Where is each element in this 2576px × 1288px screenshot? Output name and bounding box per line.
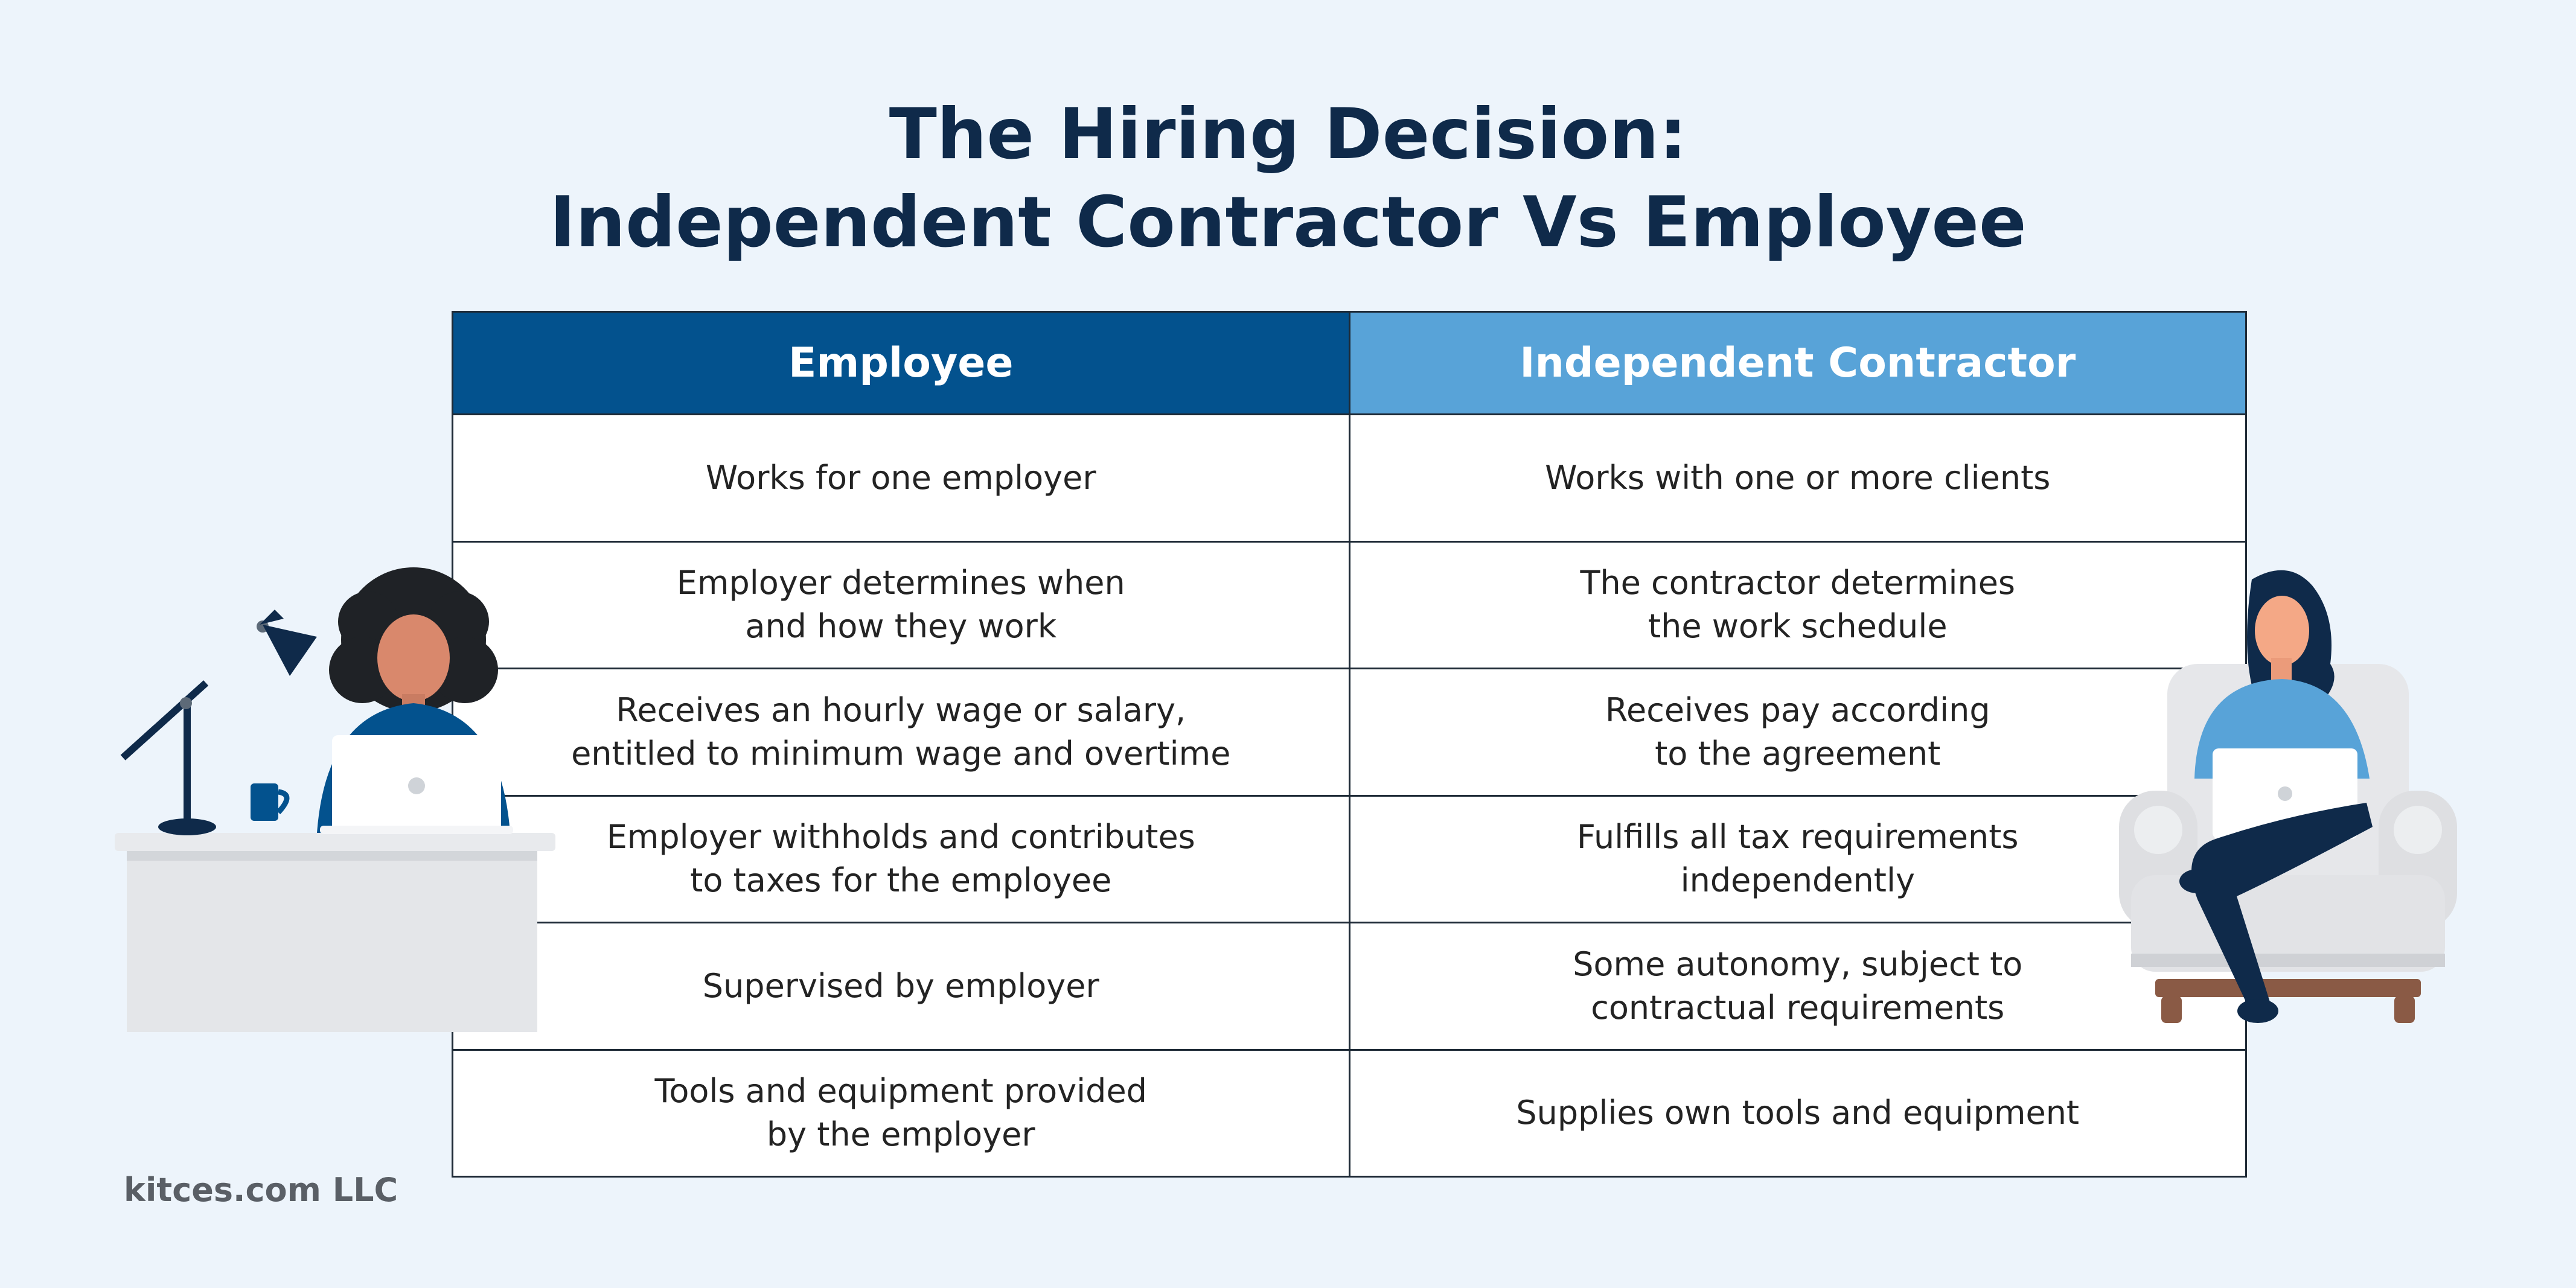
employee-cell: Employer determines when and how they wo… (452, 540, 1350, 669)
contractor-cell: Fulfills all tax requirements independen… (1348, 794, 2247, 923)
title-line-1: The Hiring Decision: (889, 94, 1687, 175)
credit-text: kitces.com LLC (124, 1171, 398, 1209)
table-row: Works for one employer Works with one or… (452, 413, 2247, 543)
employee-cell: Receives an hourly wage or salary, entit… (452, 668, 1350, 797)
employee-header: Employee (452, 311, 1350, 415)
contractor-armchair-illustration (2119, 570, 2457, 1023)
employee-cell: Employer withholds and contributes to ta… (452, 794, 1350, 923)
table-row: Receives an hourly wage or salary, entit… (452, 668, 2247, 797)
employee-cell: Supervised by employer (452, 922, 1350, 1051)
title-line-2: Independent Contractor Vs Employee (549, 182, 2027, 263)
table-row: Supervised by employer Some autonomy, su… (452, 922, 2247, 1051)
page-title: The Hiring Decision: Independent Contrac… (0, 91, 2576, 267)
table-row: Tools and equipment provided by the empl… (452, 1048, 2247, 1178)
employee-desk-illustration (115, 567, 555, 1032)
table-row: Employer withholds and contributes to ta… (452, 794, 2247, 923)
contractor-cell: The contractor determines the work sched… (1348, 540, 2247, 669)
contractor-header: Independent Contractor (1348, 311, 2247, 415)
table-header-row: Employee Independent Contractor (452, 311, 2247, 415)
employee-cell: Works for one employer (452, 413, 1350, 543)
contractor-cell: Supplies own tools and equipment (1348, 1048, 2247, 1178)
employee-cell: Tools and equipment provided by the empl… (452, 1048, 1350, 1178)
comparison-table: Employee Independent Contractor Works fo… (452, 311, 2247, 1178)
table-row: Employer determines when and how they wo… (452, 540, 2247, 669)
contractor-cell: Works with one or more clients (1348, 413, 2247, 543)
contractor-cell: Some autonomy, subject to contractual re… (1348, 922, 2247, 1051)
